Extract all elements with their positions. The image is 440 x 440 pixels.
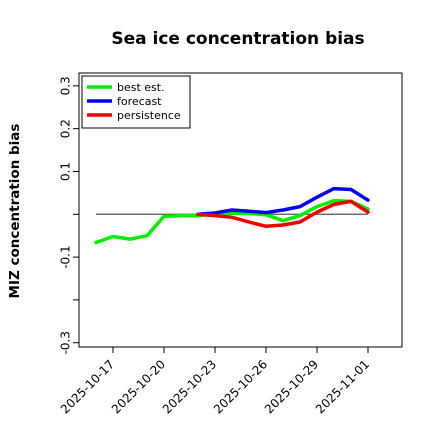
legend-entry: forecast — [117, 95, 162, 108]
series-line-forecast — [196, 186, 370, 217]
y-tick-label: -0.3 — [59, 331, 73, 354]
x-tick-label: 2025-10-26 — [211, 357, 270, 416]
chart-title: Sea ice concentration bias — [111, 29, 364, 49]
x-tick-label: 2025-10-23 — [160, 357, 219, 416]
y-tick-label: 0.3 — [59, 76, 73, 95]
y-tick-label: 0.2 — [59, 119, 73, 138]
legend-entry: persistence — [117, 109, 181, 122]
series-layer — [94, 186, 370, 245]
x-tick-label: 2025-10-20 — [109, 357, 168, 416]
y-tick-label: 0.1 — [59, 162, 73, 181]
y-axis-label: MIZ concentration bias — [7, 124, 23, 299]
y-tick-label: -0.1 — [59, 245, 73, 268]
series-line-persistence — [196, 199, 370, 229]
y-axis: -0.3 -0.1 0.1 0.2 0.3 — [59, 76, 79, 354]
legend-entry: best est. — [117, 81, 165, 94]
plot-frame — [78, 72, 403, 348]
x-tick-label: 2025-10-17 — [58, 357, 117, 416]
x-tick-label: 2025-10-29 — [262, 357, 321, 416]
x-tick-label: 2025-11-01 — [313, 357, 372, 416]
series-line-best-est — [94, 198, 370, 245]
x-axis: 2025-10-172025-10-202025-10-232025-10-26… — [58, 347, 372, 416]
